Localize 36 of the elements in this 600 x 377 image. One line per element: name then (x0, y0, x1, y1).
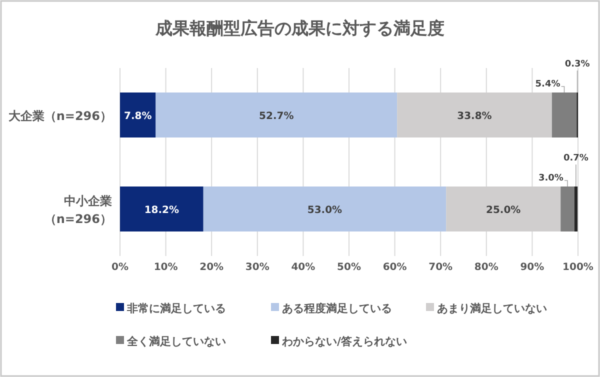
x-tick-label: 60% (382, 262, 407, 273)
data-label: 7.8% (124, 111, 152, 122)
legend-label: わからない/答えられない (281, 335, 408, 348)
data-label: 0.7% (563, 154, 588, 164)
x-tick-label: 10% (154, 262, 178, 273)
legend-label: 全く満足していない (126, 335, 226, 348)
data-label: 5.4% (535, 80, 560, 90)
data-label: 53.0% (307, 205, 342, 216)
legend-label: あまり満足していない (437, 302, 547, 315)
x-tick-label: 50% (337, 262, 361, 273)
bar (156, 92, 398, 138)
bar (574, 186, 578, 232)
x-tick-label: 80% (474, 262, 498, 273)
legend-label: ある程度満足している (282, 302, 392, 315)
y-tick-label: 中小企業（n=296） (44, 194, 112, 226)
bar (120, 92, 156, 138)
x-tick-label: 100% (562, 262, 594, 273)
bar (560, 186, 574, 232)
chart-title: 成果報酬型広告の成果に対する満足度 (154, 19, 444, 39)
data-label: 0.3% (564, 60, 590, 70)
data-label: 3.0% (538, 174, 564, 184)
y-tick-label: 大企業（n=296） (8, 109, 112, 123)
data-label: 18.2% (144, 205, 180, 216)
bar (120, 186, 204, 232)
x-tick-label: 30% (245, 262, 270, 273)
data-label: 25.0% (486, 205, 521, 216)
x-tick-label: 20% (200, 262, 224, 273)
legend-label: 非常に満足している (126, 302, 226, 315)
x-tick-label: 90% (520, 262, 544, 273)
data-label: 33.8% (457, 111, 492, 122)
x-tick-label: 40% (291, 262, 316, 273)
data-label: 52.7% (259, 111, 294, 122)
bar (203, 186, 446, 232)
x-tick-label: 70% (428, 262, 453, 273)
bar (552, 92, 577, 138)
x-tick-label: 0% (112, 262, 128, 273)
